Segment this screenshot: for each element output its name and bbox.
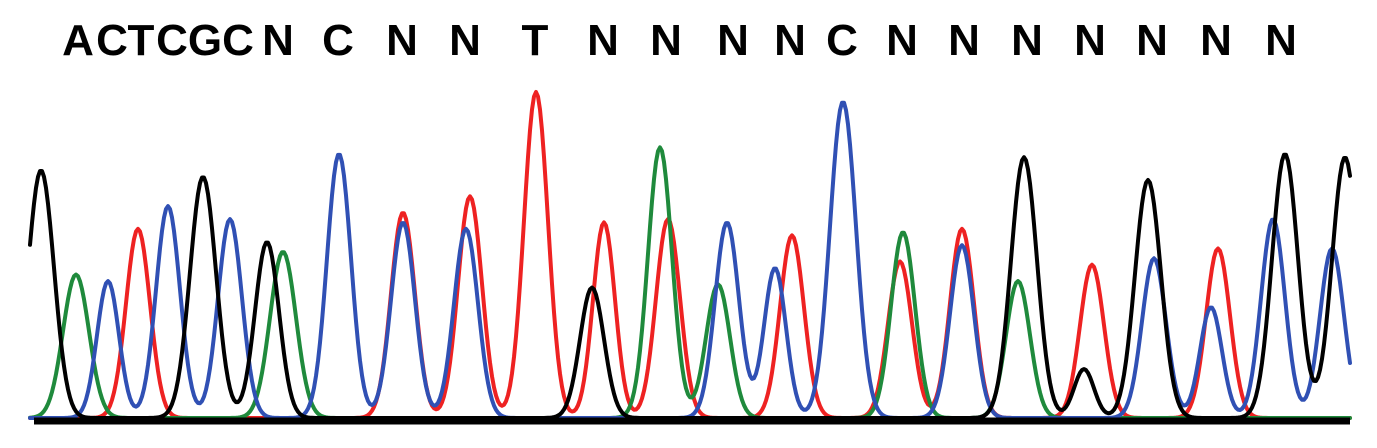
base-call-21: N — [1136, 16, 1168, 65]
base-call-18: N — [948, 16, 980, 65]
base-call-5: G — [188, 16, 222, 65]
trace-lines — [28, 90, 1352, 420]
base-call-11: T — [522, 16, 549, 65]
base-call-14: N — [717, 16, 749, 65]
base-call-8: C — [322, 16, 354, 65]
base-call-10: N — [449, 16, 481, 65]
base-call-13: N — [650, 16, 682, 65]
base-call-6: C — [222, 16, 254, 65]
base-call-19: N — [1011, 16, 1043, 65]
base-call-17: N — [886, 16, 918, 65]
base-call-22: N — [1200, 16, 1232, 65]
base-call-1: A — [62, 16, 94, 65]
base-call-3: T — [128, 16, 155, 65]
base-call-16: C — [826, 16, 858, 65]
base-call-20: N — [1074, 16, 1106, 65]
base-call-4: C — [156, 16, 188, 65]
base-call-2: C — [96, 16, 128, 65]
base-call-15: N — [774, 16, 806, 65]
base-call-12: N — [587, 16, 619, 65]
base-call-23: N — [1265, 16, 1297, 65]
base-call-9: N — [386, 16, 418, 65]
base-call-7: N — [262, 16, 294, 65]
